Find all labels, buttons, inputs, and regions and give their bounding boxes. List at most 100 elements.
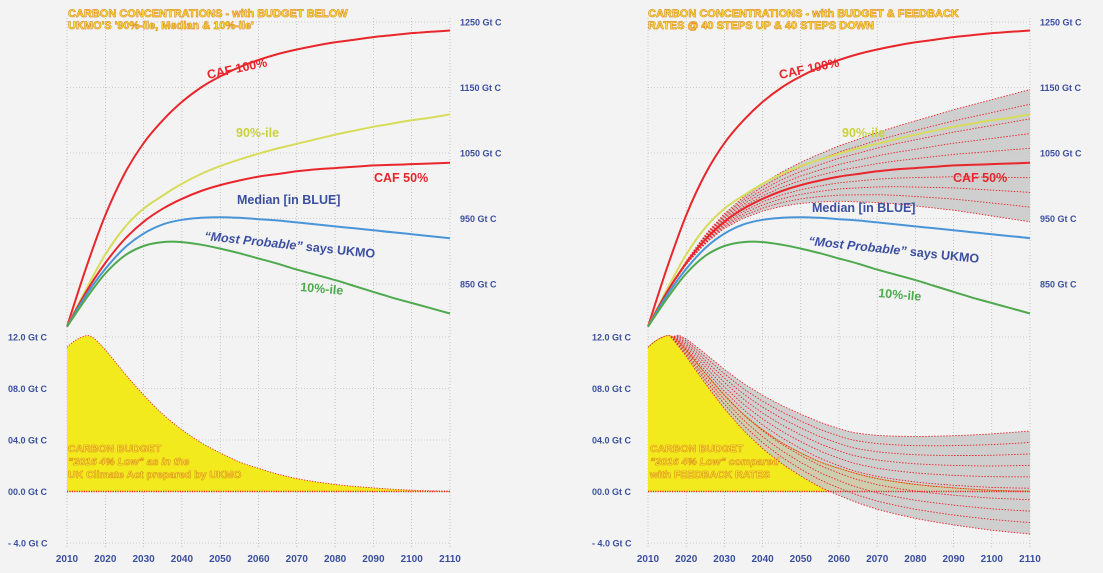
- x-tick-label: 2070: [866, 554, 889, 565]
- chart-1-budget-label-line-2: “2016 4% Low” as in the: [68, 456, 190, 468]
- y-tick-label-concentration: 1250 Gt C: [460, 18, 502, 28]
- chart-2-title-line-1: CARBON CONCENTRATIONS - with BUDGET & FE…: [648, 8, 959, 20]
- feedback-fan-budget-line: [670, 336, 1031, 535]
- y-tick-label-budget: - 4.0 Gt C: [8, 539, 48, 549]
- y-tick-label-budget: 00.0 Gt C: [592, 487, 632, 497]
- x-tick-label: 2110: [439, 554, 461, 565]
- series-label: Median [in BLUE]: [237, 193, 340, 207]
- y-tick-label-concentration: 950 Gt C: [460, 214, 497, 224]
- feedback-fan-concentration-line: [670, 186, 1031, 287]
- series-label-italic-part: “Most Probable”: [204, 229, 304, 253]
- y-tick-label-concentration: 1050 Gt C: [460, 149, 502, 159]
- feedback-fan-budget-line: [670, 336, 1030, 478]
- series-line-median-in-blue-: [647, 216, 1031, 328]
- y-tick-label-budget: 04.0 Gt C: [8, 436, 48, 446]
- x-tick-label: 2030: [132, 554, 155, 565]
- series-label-normal-part: says UKMO: [302, 239, 376, 261]
- feedback-fan-concentration-line: [670, 194, 1031, 287]
- chart-1-budget-label-line-1: CARBON BUDGET: [68, 443, 162, 455]
- series-line-caf-100-: [66, 29, 451, 327]
- carbon-budget-area: [67, 335, 450, 492]
- y-tick-label-concentration: 950 Gt C: [1040, 214, 1077, 224]
- x-tick-label: 2020: [94, 554, 117, 565]
- x-tick-label: 2060: [828, 554, 851, 565]
- x-tick-label: 2090: [362, 554, 385, 565]
- series-label: CAF 50%: [953, 171, 1007, 185]
- series-line-10-ile: [647, 240, 1031, 328]
- series-label: 10%-ile: [300, 280, 344, 298]
- x-tick-label: 2100: [401, 554, 424, 565]
- feedback-fan-concentration-line: [670, 103, 1031, 287]
- series-line-caf-100-: [647, 29, 1031, 327]
- feedback-fan-concentration-line: [670, 176, 1031, 287]
- y-tick-label-budget: 00.0 Gt C: [8, 487, 48, 497]
- chart-1-title: CARBON CONCENTRATIONS - with BUDGET BELO…: [68, 8, 348, 32]
- chart-2-budget-label-line-2: “2016 4% Low” compared: [650, 456, 779, 468]
- y-tick-label-budget: 08.0 Gt C: [8, 384, 48, 394]
- y-tick-label-budget: 04.0 Gt C: [592, 436, 632, 446]
- chart-2-budget-label-line-1: CARBON BUDGET: [650, 443, 744, 455]
- series-label-normal-part: says UKMO: [906, 244, 980, 266]
- series-label: CAF 100%: [206, 56, 269, 82]
- chart-2-budget-label: CARBON BUDGET “2016 4% Low” compared wit…: [650, 443, 779, 482]
- x-tick-label: 2020: [675, 554, 698, 565]
- budget-curve-outline: [66, 335, 451, 492]
- y-tick-label-budget: - 4.0 Gt C: [592, 539, 632, 549]
- y-tick-label-budget: 08.0 Gt C: [592, 384, 632, 394]
- chart-1: CAF 100% 90%-ile CAF 50% Median [in BLUE] “M…: [8, 18, 502, 566]
- chart-1-budget-label: CARBON BUDGET “2016 4% Low” as in the UK…: [68, 443, 242, 482]
- series-line-10-ile: [66, 240, 451, 328]
- x-tick-label: 2080: [904, 554, 927, 565]
- feedback-fan-concentration-line: [670, 200, 1031, 287]
- chart-2-title-line-2: RATES @ 40 STEPS UP & 40 STEPS DOWN: [648, 20, 875, 32]
- feedback-fan-concentration-line: [670, 147, 1031, 287]
- x-tick-label: 2060: [247, 554, 270, 565]
- x-tick-label: 2010: [56, 554, 79, 565]
- series-label: CAF 100%: [778, 56, 841, 82]
- feedback-fan-budget-line: [670, 336, 1031, 523]
- series-line-caf-50-: [647, 161, 1031, 328]
- feedback-fan-budget-area: [670, 335, 1030, 534]
- y-tick-label-budget: 12.0 Gt C: [8, 333, 48, 343]
- y-tick-label-concentration: 850 Gt C: [1040, 280, 1077, 290]
- x-tick-label: 2040: [171, 554, 194, 565]
- series-line-caf-50-: [66, 161, 451, 328]
- y-tick-label-concentration: 1150 Gt C: [460, 83, 502, 93]
- y-tick-label-concentration: 850 Gt C: [460, 280, 497, 290]
- series-label: 10%-ile: [878, 286, 922, 304]
- y-tick-label-concentration: 1250 Gt C: [1040, 18, 1082, 28]
- series-label: “Most Probable” says UKMO: [808, 234, 980, 266]
- x-tick-label: 2030: [713, 554, 736, 565]
- feedback-fan-budget-line: [670, 336, 1031, 489]
- y-tick-label-budget: 12.0 Gt C: [592, 333, 632, 343]
- series-label: Median [in BLUE]: [812, 201, 915, 215]
- feedback-fan-concentration-line: [670, 118, 1031, 287]
- y-tick-label-concentration: 1150 Gt C: [1040, 83, 1082, 93]
- x-tick-label: 2010: [637, 554, 660, 565]
- x-tick-label: 2110: [1019, 554, 1041, 565]
- x-tick-label: 2050: [209, 554, 232, 565]
- series-line-median-in-blue-: [66, 216, 451, 328]
- series-label: “Most Probable” says UKMO: [204, 229, 376, 261]
- feedback-fan-concentration-area: [670, 89, 1030, 287]
- x-tick-label: 2090: [942, 554, 965, 565]
- x-tick-label: 2100: [981, 554, 1004, 565]
- x-tick-label: 2040: [751, 554, 774, 565]
- chart-1-budget-label-line-3: UK Climate Act prepared by UKMO: [68, 469, 242, 481]
- feedback-fan-budget-line: [670, 336, 1031, 456]
- feedback-fan-concentration-line: [670, 133, 1031, 287]
- y-tick-label-concentration: 1050 Gt C: [1040, 149, 1082, 159]
- carbon-budget-area: [648, 335, 1030, 492]
- x-tick-label: 2050: [790, 554, 813, 565]
- feedback-fan-budget-line: [670, 336, 1031, 512]
- series-line-90-ile: [647, 113, 1031, 328]
- feedback-fan: [670, 89, 1031, 535]
- chart-2-title: CARBON CONCENTRATIONS - with BUDGET & FE…: [648, 8, 959, 32]
- x-tick-label: 2080: [324, 554, 347, 565]
- feedback-fan-budget-line: [670, 334, 1031, 438]
- series-line-90-ile: [66, 113, 451, 328]
- series-label: 90%-ile: [236, 126, 279, 140]
- series-label: 90%-ile: [842, 126, 885, 140]
- feedback-fan-budget-line: [670, 335, 1031, 447]
